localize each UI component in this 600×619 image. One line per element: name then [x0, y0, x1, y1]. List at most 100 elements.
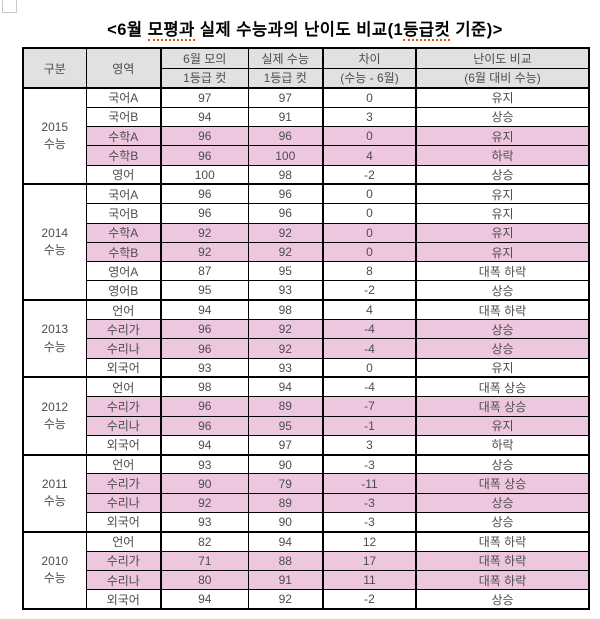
subject-cell: 수리가 [85, 319, 162, 340]
difference-cell: 0 [322, 357, 417, 378]
table-row: 2015 수능 국어A 97 97 0 유지 [22, 86, 590, 185]
title-segment: 실제 수능과의 난이도 비교(1 [194, 21, 404, 39]
table-row: 영어A 87 95 8 대폭 하락 [23, 261, 590, 282]
subject-cell: 국어A [85, 183, 162, 205]
june-cutoff-cell: 96 [160, 338, 249, 359]
comparison-cell: 유지 [415, 86, 590, 108]
header-row-2: 1등급 컷 1등급 컷 (수능 - 6월) (6월 대비 수능) [23, 67, 590, 89]
comparison-cell: 대폭 하락 [415, 530, 590, 552]
comparison-cell: 상승 [415, 453, 590, 475]
table-row: 수리가 71 88 17 대폭 하락 [23, 550, 590, 571]
year-cell: 2011 수능 [22, 453, 87, 533]
comparison-cell: 대폭 상승 [415, 396, 590, 417]
header-actual-csat-line1: 실제 수능 [247, 47, 324, 69]
difference-cell: 0 [322, 183, 417, 205]
difference-cell: -4 [322, 338, 417, 359]
actual-cutoff-cell: 93 [247, 280, 324, 301]
actual-cutoff-cell: 96 [247, 203, 324, 224]
year-cell: 2012 수능 [22, 376, 87, 456]
june-cutoff-cell: 94 [160, 589, 249, 610]
table-row: 수리나 80 91 11 대폭 하락 [23, 569, 590, 591]
comparison-cell: 상승 [415, 164, 590, 185]
subject-cell: 수학A [85, 222, 162, 243]
actual-cutoff-cell: 79 [247, 473, 324, 494]
difference-cell: 0 [322, 126, 417, 147]
header-difference-line1: 차이 [322, 47, 417, 69]
actual-cutoff-cell: 97 [247, 86, 324, 108]
year-number: 2011 [41, 476, 68, 491]
june-cutoff-cell: 80 [160, 569, 249, 591]
table-row: 외국어 93 93 0 유지 [23, 357, 590, 378]
difference-cell: 0 [322, 86, 417, 108]
actual-cutoff-cell: 91 [247, 569, 324, 591]
comparison-cell: 상승 [415, 319, 590, 340]
table-row: 영어B 95 93 -2 상승 [23, 280, 590, 301]
subject-cell: 수리나 [85, 415, 162, 436]
subject-cell: 수학B [85, 241, 162, 263]
header-june-mock-line1: 6월 모의 [160, 47, 249, 69]
difference-cell: 11 [322, 569, 417, 591]
table-row: 수리나 92 89 -3 상승 [23, 492, 590, 514]
june-cutoff-cell: 97 [160, 86, 249, 108]
difference-cell: 12 [322, 530, 417, 552]
difference-cell: -11 [322, 473, 417, 494]
subject-cell: 수리가 [85, 473, 162, 494]
year-cell: 2010 수능 [22, 530, 87, 610]
header-comparison-line1: 난이도 비교 [415, 47, 590, 69]
year-number: 2014 [41, 225, 69, 240]
june-cutoff-cell: 100 [160, 164, 249, 185]
june-cutoff-cell: 96 [160, 319, 249, 340]
actual-cutoff-cell: 95 [247, 261, 324, 282]
comparison-cell: 대폭 하락 [415, 261, 590, 282]
june-cutoff-cell: 96 [160, 203, 249, 224]
year-exam-label: 수능 [43, 243, 66, 258]
title-segment: <6월 [107, 21, 148, 39]
year-exam-label: 수능 [43, 417, 66, 432]
comparison-cell: 상승 [415, 338, 590, 359]
page-title: <6월 모평과 실제 수능과의 난이도 비교(1등급컷 기준)> [22, 16, 588, 41]
year-cell: 2013 수능 [22, 299, 87, 378]
subject-cell: 언어 [85, 530, 162, 552]
table-row: 2010 수능 언어 82 94 12 대폭 하락 [22, 530, 590, 610]
actual-cutoff-cell: 92 [247, 241, 324, 263]
june-cutoff-cell: 93 [160, 512, 249, 533]
table-row: 외국어 94 92 -2 상승 [23, 589, 590, 610]
actual-cutoff-cell: 98 [247, 299, 324, 321]
table-row: 수학B 96 100 4 하락 [23, 145, 590, 166]
year-exam-label: 수능 [43, 339, 66, 354]
table-row: 외국어 93 90 -3 상승 [23, 512, 590, 533]
actual-cutoff-cell: 90 [247, 453, 324, 475]
title-segment-spell-error: 모평과 [147, 21, 195, 41]
june-cutoff-cell: 92 [160, 222, 249, 243]
subject-cell: 영어B [85, 280, 162, 301]
header-actual-csat-line2: 1등급 컷 [247, 67, 324, 89]
table-row: 수학A 96 96 0 유지 [23, 126, 590, 147]
year-exam-label: 수능 [43, 494, 66, 509]
subject-cell: 수리나 [85, 492, 162, 514]
june-cutoff-cell: 96 [160, 415, 249, 436]
comparison-cell: 유지 [415, 126, 590, 147]
comparison-cell: 상승 [415, 106, 590, 128]
actual-cutoff-cell: 93 [247, 357, 324, 378]
actual-cutoff-cell: 92 [247, 222, 324, 243]
difference-cell: 3 [322, 434, 417, 456]
june-cutoff-cell: 94 [160, 434, 249, 456]
year-exam-label: 수능 [43, 571, 66, 586]
difference-cell: -7 [322, 396, 417, 417]
year-exam-label: 수능 [43, 137, 66, 152]
subject-cell: 국어B [85, 203, 162, 224]
subject-cell: 수리나 [85, 338, 162, 359]
actual-cutoff-cell: 94 [247, 376, 324, 398]
june-cutoff-cell: 96 [160, 145, 249, 166]
actual-cutoff-cell: 91 [247, 106, 324, 128]
difference-cell: 0 [322, 203, 417, 224]
subject-cell: 국어A [85, 86, 162, 108]
comparison-cell: 대폭 상승 [415, 473, 590, 494]
table-row: 영어 100 98 -2 상승 [23, 164, 590, 185]
june-cutoff-cell: 96 [160, 396, 249, 417]
table-row: 수리가 96 92 -4 상승 [23, 319, 590, 340]
june-cutoff-cell: 96 [160, 126, 249, 147]
comparison-cell: 대폭 상승 [415, 376, 590, 398]
actual-cutoff-cell: 94 [247, 530, 324, 552]
actual-cutoff-cell: 92 [247, 319, 324, 340]
